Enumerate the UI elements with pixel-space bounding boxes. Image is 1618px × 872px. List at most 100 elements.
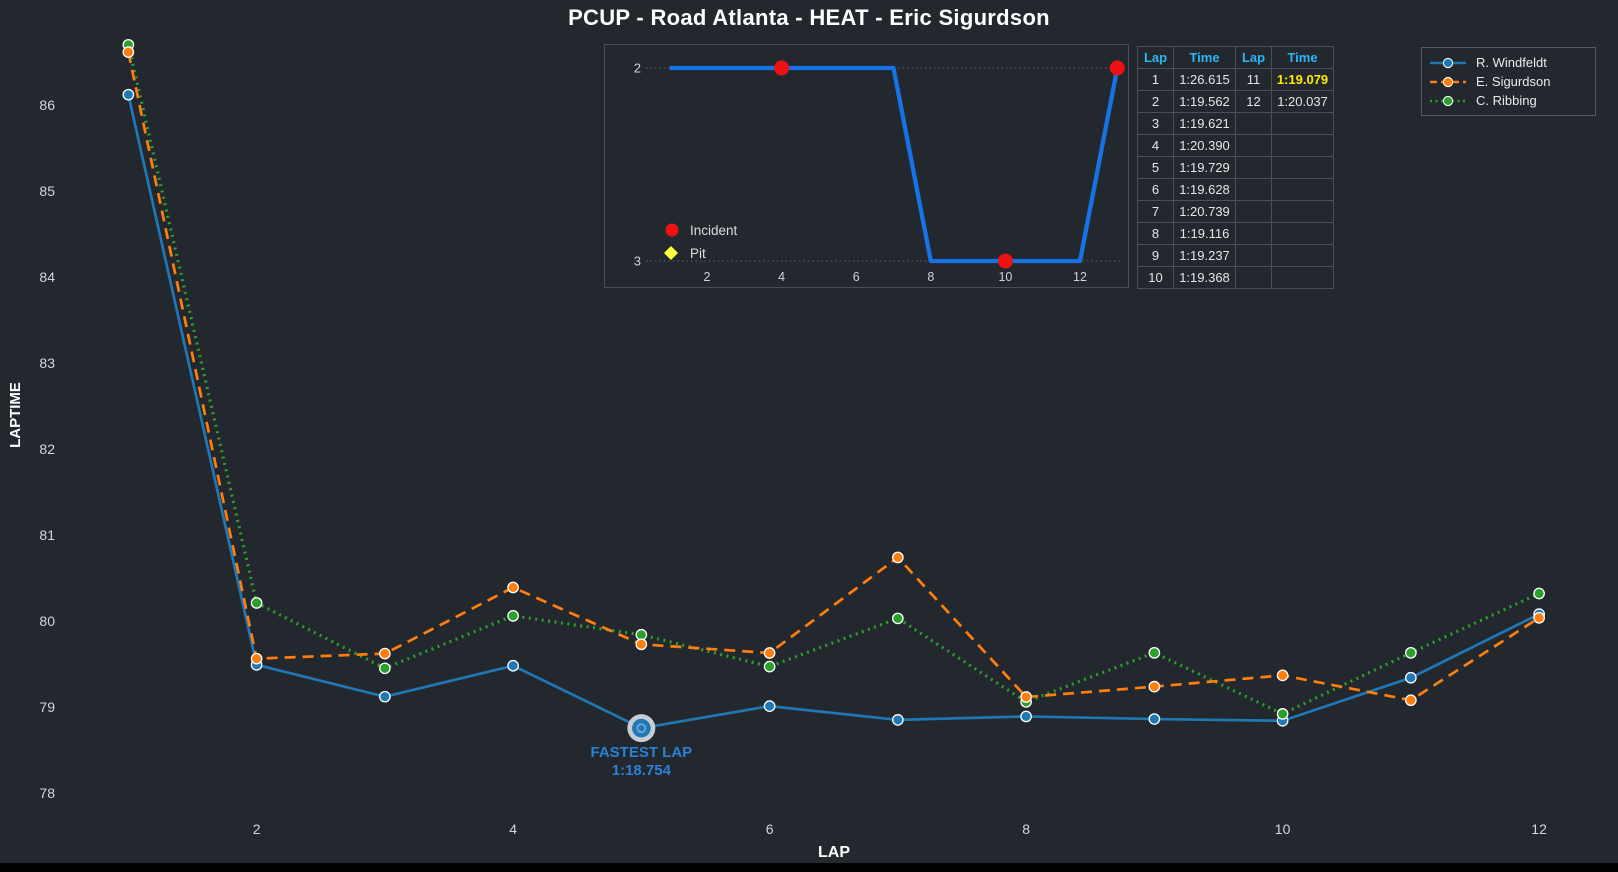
- table-cell: 11: [1235, 68, 1272, 91]
- table-cell: 1:19.079: [1271, 68, 1334, 91]
- y-tick-label: 80: [39, 613, 55, 629]
- table-header-cell: Lap: [1137, 46, 1174, 69]
- table-header-row: Lap Time Lap Time: [1137, 46, 1334, 69]
- x-tick-label: 2: [253, 821, 261, 837]
- y-tick-label: 78: [39, 785, 55, 801]
- table-cell: 1:20.739: [1173, 200, 1236, 223]
- data-point: [507, 581, 519, 594]
- x-axis-title: LAP: [818, 844, 850, 861]
- data-point: [507, 609, 519, 622]
- legend-label: C. Ribbing: [1476, 93, 1537, 108]
- data-point: [1276, 708, 1289, 720]
- table-cell: 1:19.237: [1173, 244, 1236, 267]
- inset-x-tick-label: 10: [998, 270, 1012, 284]
- legend-item: R. Windfeldt: [1429, 53, 1588, 72]
- table-row: 5 1:19.729: [1137, 156, 1334, 179]
- data-point: [891, 714, 904, 726]
- inset-box: [604, 44, 1129, 288]
- table-cell: 1: [1137, 68, 1174, 91]
- incident-marker: [997, 253, 1013, 269]
- table-cell: [1271, 200, 1334, 223]
- legend-swatch-icon: [1430, 57, 1466, 68]
- y-tick-label: 82: [39, 441, 55, 457]
- inset-y-tick-label: 2: [634, 61, 641, 76]
- inset-x-tick-label: 2: [704, 270, 711, 284]
- table-cell: 7: [1137, 200, 1174, 223]
- x-tick-label: 10: [1275, 821, 1291, 837]
- table-header-cell: Time: [1173, 46, 1236, 69]
- series-line: [127, 94, 1540, 730]
- table-cell: 1:19.621: [1173, 112, 1236, 135]
- table-cell: 1:20.390: [1173, 134, 1236, 157]
- table-row: 4 1:20.390: [1137, 134, 1334, 157]
- table-cell: 12: [1235, 90, 1272, 113]
- legend-item: E. Sigurdson: [1429, 72, 1588, 91]
- fastest-lap-marker: [632, 718, 651, 738]
- incident-legend-label: Incident: [690, 223, 738, 238]
- data-point: [1405, 646, 1417, 659]
- data-point: [763, 647, 776, 659]
- incident-marker: [774, 60, 790, 76]
- data-point: [891, 612, 904, 625]
- table-row: 1 1:26.615 11 1:19.079: [1137, 68, 1334, 91]
- x-tick-label: 8: [1022, 821, 1030, 837]
- table-cell: [1235, 134, 1272, 157]
- data-point: [1533, 611, 1545, 624]
- data-point: [891, 551, 904, 564]
- table-row: 10 1:19.368: [1137, 266, 1334, 289]
- table-cell: [1271, 156, 1334, 179]
- table-cell: 2: [1137, 90, 1174, 113]
- table-cell: 1:19.729: [1173, 156, 1236, 179]
- legend-swatch-icon: [1430, 95, 1466, 106]
- y-tick-label: 83: [39, 355, 55, 371]
- table-header-cell: Time: [1271, 46, 1334, 69]
- inset-x-tick-label: 12: [1073, 270, 1087, 284]
- x-tick-label: 12: [1531, 821, 1547, 837]
- table-row: 6 1:19.628: [1137, 178, 1334, 201]
- data-point: [1276, 669, 1289, 682]
- data-point: [635, 638, 648, 651]
- table-cell: 1:20.037: [1271, 90, 1334, 113]
- y-tick-label: 84: [39, 269, 55, 285]
- data-point: [763, 700, 776, 712]
- data-point: [1148, 680, 1161, 693]
- data-point: [378, 662, 391, 675]
- legend-item: C. Ribbing: [1429, 91, 1588, 110]
- table-cell: 1:19.628: [1173, 178, 1236, 201]
- data-point: [1148, 713, 1161, 725]
- y-tick-label: 85: [39, 183, 55, 199]
- table-row: 7 1:20.739: [1137, 200, 1334, 223]
- table-cell: 1:26.615: [1173, 68, 1236, 91]
- page-title: PCUP - Road Atlanta - HEAT - Eric Sigurd…: [568, 5, 1050, 30]
- table-cell: [1235, 266, 1272, 289]
- data-point: [250, 597, 263, 609]
- inset-y-tick-label: 3: [634, 254, 641, 269]
- incident-legend-icon: [665, 223, 679, 237]
- series-line: [126, 44, 1540, 716]
- data-point: [1020, 691, 1032, 703]
- data-point: [1533, 587, 1545, 600]
- data-point: [122, 88, 135, 101]
- fastest-lap-label: FASTEST LAP: [591, 744, 693, 761]
- pit-legend-label: Pit: [690, 246, 706, 261]
- x-tick-label: 6: [766, 821, 774, 837]
- series-line: [127, 51, 1540, 702]
- table-header-cell: Lap: [1235, 46, 1272, 69]
- table-cell: [1235, 156, 1272, 179]
- data-point: [1405, 671, 1417, 684]
- x-tick-label: 4: [509, 821, 517, 837]
- data-point: [122, 46, 135, 58]
- table-cell: [1271, 112, 1334, 135]
- table-row: 3 1:19.621: [1137, 112, 1334, 135]
- fastest-lap-time: 1:18.754: [612, 762, 672, 779]
- y-tick-label: 86: [39, 97, 55, 113]
- table-cell: [1235, 178, 1272, 201]
- data-point: [507, 659, 519, 672]
- table-cell: [1235, 244, 1272, 267]
- table-cell: 10: [1137, 266, 1174, 289]
- incident-marker: [1109, 60, 1125, 76]
- table-cell: [1235, 222, 1272, 245]
- y-axis-title: LAPTIME: [7, 382, 24, 448]
- data-point: [635, 628, 648, 641]
